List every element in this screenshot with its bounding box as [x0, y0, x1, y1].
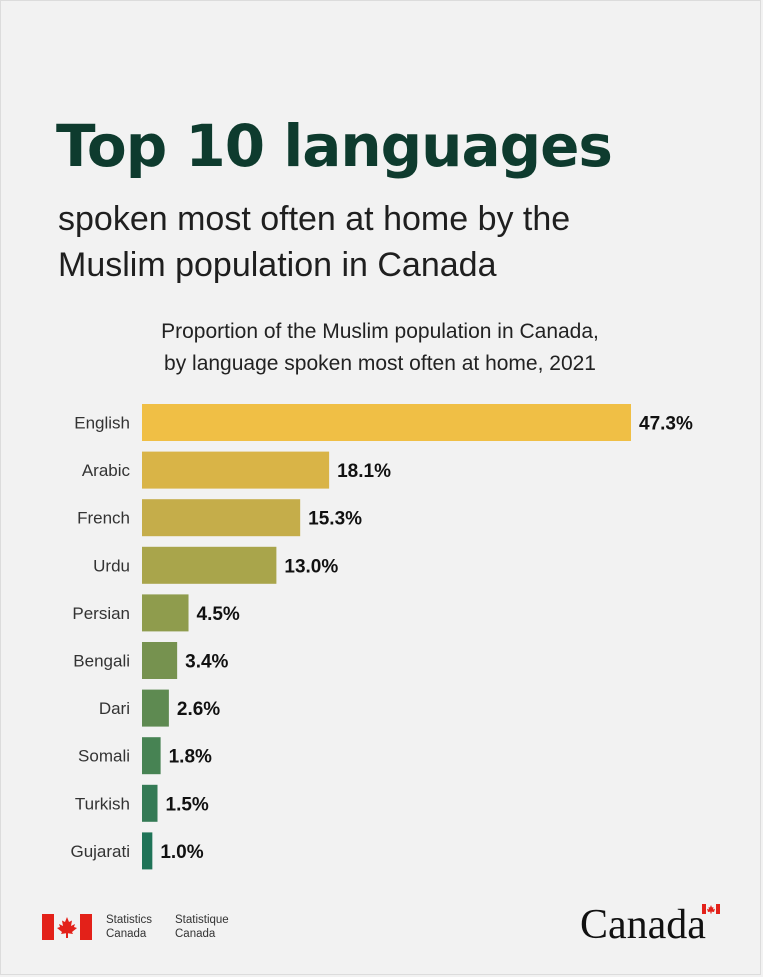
chart-title-line-1: Proportion of the Muslim population in C…	[161, 320, 599, 343]
canada-wordmark-text: Canada	[580, 902, 706, 946]
bar-chart: English 47.3% Arabic 18.1% French 15.3% Urdu 13…	[70, 404, 693, 870]
page-title: Top 10 languages	[56, 112, 613, 180]
statcan-en-line-1: Statistics	[106, 914, 153, 926]
value-label-english: 47.3%	[639, 414, 693, 435]
value-label-gujarati: 1.0%	[160, 842, 203, 863]
value-label-bengali: 3.4%	[185, 652, 228, 673]
chart-title: Proportion of the Muslim population in C…	[80, 316, 680, 380]
chart-title-line-2: by language spoken most often at home, 2…	[164, 352, 596, 375]
bar-turkish	[142, 784, 158, 822]
canada-flag-icon	[42, 914, 92, 940]
category-label-turkish: Turkish	[75, 794, 130, 813]
bar-persian	[142, 594, 189, 632]
wordmark-flag-icon	[702, 904, 720, 914]
statcan-fr: Statistique Canada	[175, 913, 229, 941]
bar-bengali	[142, 642, 178, 679]
statcan-fr-line-2: Canada	[175, 928, 216, 940]
value-label-turkish: 1.5%	[166, 794, 209, 815]
bar-gujarati	[142, 832, 153, 870]
category-label-somali: Somali	[78, 747, 130, 766]
category-label-arabic: Arabic	[82, 461, 131, 480]
value-label-dari: 2.6%	[177, 699, 220, 720]
page-subtitle: spoken most often at home by the Muslim …	[58, 196, 718, 288]
bar-english	[142, 404, 631, 441]
subtitle-line-1: spoken most often at home by the	[58, 200, 571, 238]
value-label-somali: 1.8%	[169, 747, 212, 768]
subtitle-line-2: Muslim population in Canada	[58, 246, 497, 284]
statcan-en: Statistics Canada	[106, 913, 152, 941]
category-label-english: English	[74, 414, 130, 433]
value-label-urdu: 13.0%	[284, 556, 338, 577]
bar-french	[142, 499, 301, 537]
category-label-french: French	[77, 509, 130, 528]
bar-somali	[142, 737, 161, 775]
canada-wordmark: Canada	[580, 902, 720, 946]
value-label-arabic: 18.1%	[337, 461, 391, 482]
category-label-dari: Dari	[99, 699, 130, 718]
category-label-gujarati: Gujarati	[70, 842, 130, 861]
value-label-french: 15.3%	[308, 509, 362, 530]
category-label-urdu: Urdu	[93, 556, 130, 575]
statcan-en-line-2: Canada	[106, 928, 147, 940]
value-label-persian: 4.5%	[197, 604, 240, 625]
category-label-bengali: Bengali	[73, 652, 130, 671]
bar-dari	[142, 689, 169, 727]
statcan-fr-line-1: Statistique	[175, 914, 229, 926]
bar-arabic	[142, 451, 330, 489]
bar-urdu	[142, 546, 277, 584]
category-label-persian: Persian	[72, 604, 130, 623]
